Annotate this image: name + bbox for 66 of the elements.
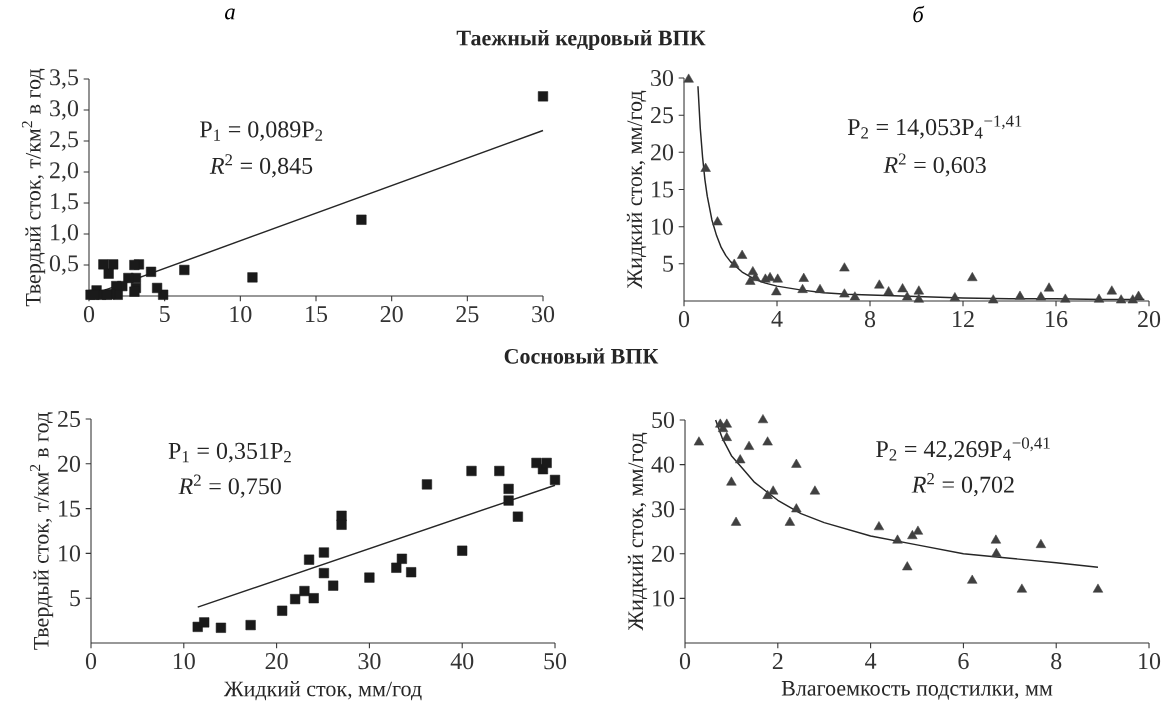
x-tick-label: 30 — [532, 306, 555, 323]
y-axis-title: Твердый сток, т/км$^{2}$ в год — [21, 68, 46, 307]
x-tick-label: 20 — [1138, 311, 1161, 328]
y-tick-label: 20 — [58, 455, 81, 472]
x-tick-label: 0 — [679, 653, 691, 670]
y-tick-label: 1,0 — [51, 224, 79, 244]
x-tick-label: 6 — [958, 653, 969, 670]
x-tick-label: 40 — [450, 653, 474, 670]
y-tick-label: 10 — [59, 545, 81, 562]
y-tick-label: 15 — [59, 500, 81, 517]
x-axis-title: Жидкий сток, мм/год — [223, 681, 422, 701]
y-tick-label: 5 — [70, 590, 81, 607]
y-tick-label: 15 — [652, 181, 674, 198]
x-tick-label: 8 — [864, 311, 876, 328]
y-tick-label: 10 — [652, 218, 674, 235]
x-tick-label: 10 — [173, 653, 195, 670]
x-tick-label: 10 — [1139, 653, 1161, 670]
x-tick-label: 20 — [265, 653, 288, 670]
annotation: P$_{2}$ = 42,269P$_{4}$−0,41 — [876, 437, 1050, 461]
chart-title: а — [225, 8, 235, 20]
chart-title: б — [913, 5, 925, 23]
x-tick-label: 0 — [678, 311, 690, 328]
annotation: R$^{2}$ = 0,750 — [178, 474, 281, 498]
y-tick-label: 30 — [651, 69, 674, 87]
y-tick-label: 0,5 — [49, 255, 79, 275]
chart-subtitle: Сосновый ВПК — [504, 348, 659, 364]
x-tick-label: 4 — [865, 653, 877, 669]
x-tick-label: 5 — [160, 306, 170, 322]
x-tick-label: 2 — [772, 653, 783, 669]
annotation: R$^{2}$ = 0,702 — [911, 473, 1014, 497]
x-tick-label: 20 — [380, 306, 403, 323]
x-tick-label: 10 — [230, 306, 252, 323]
y-tick-label: 10 — [653, 590, 675, 607]
x-tick-label: 50 — [544, 653, 567, 670]
y-tick-label: 30 — [652, 501, 675, 518]
y-tick-label: 25 — [58, 410, 81, 428]
x-tick-label: 25 — [456, 306, 479, 323]
chart-subtitle: Таежный кедровый ВПК — [456, 30, 706, 50]
x-tick-label: 0 — [83, 306, 95, 323]
y-tick-label: 20 — [652, 545, 675, 562]
annotation: P$_{1}$ = 0,089P$_{2}$ — [200, 121, 323, 141]
x-tick-label: 15 — [306, 306, 328, 323]
annotation: P$_{2}$ = 14,053P$_{4}$−1,41 — [847, 115, 1022, 139]
annotation: R$^{2}$ = 0,603 — [883, 153, 986, 177]
y-axis-title: Жидкий сток, мм/год — [627, 432, 648, 631]
y-axis-title: Жидкий сток, мм/год — [626, 90, 647, 289]
x-tick-label: 12 — [953, 311, 974, 327]
y-tick-label: 25 — [651, 107, 674, 124]
x-tick-label: 4 — [771, 311, 783, 327]
y-tick-label: 5 — [663, 255, 674, 272]
annotation: R$^{2}$ = 0,845 — [209, 154, 313, 178]
y-tick-label: 3,5 — [50, 69, 79, 89]
y-tick-label: 40 — [651, 456, 675, 473]
y-tick-label: 50 — [652, 411, 675, 429]
annotation: P$_{1}$ = 0,351P$_{2}$ — [168, 442, 291, 463]
y-tick-label: 2,0 — [50, 162, 79, 182]
y-tick-label: 2,5 — [50, 131, 79, 151]
x-tick-label: 0 — [85, 653, 97, 670]
y-axis-title: Твердый сток, т/км$^{2}$ в год — [29, 412, 54, 650]
x-tick-label: 16 — [1046, 311, 1068, 328]
y-tick-label: 20 — [651, 144, 674, 161]
y-tick-label: 3,0 — [50, 100, 79, 120]
x-axis-title: Влагоемкость подстилки, мм — [781, 681, 1053, 700]
y-tick-label: 1,5 — [51, 193, 79, 213]
x-tick-label: 30 — [358, 653, 381, 670]
x-tick-label: 8 — [1051, 653, 1062, 670]
